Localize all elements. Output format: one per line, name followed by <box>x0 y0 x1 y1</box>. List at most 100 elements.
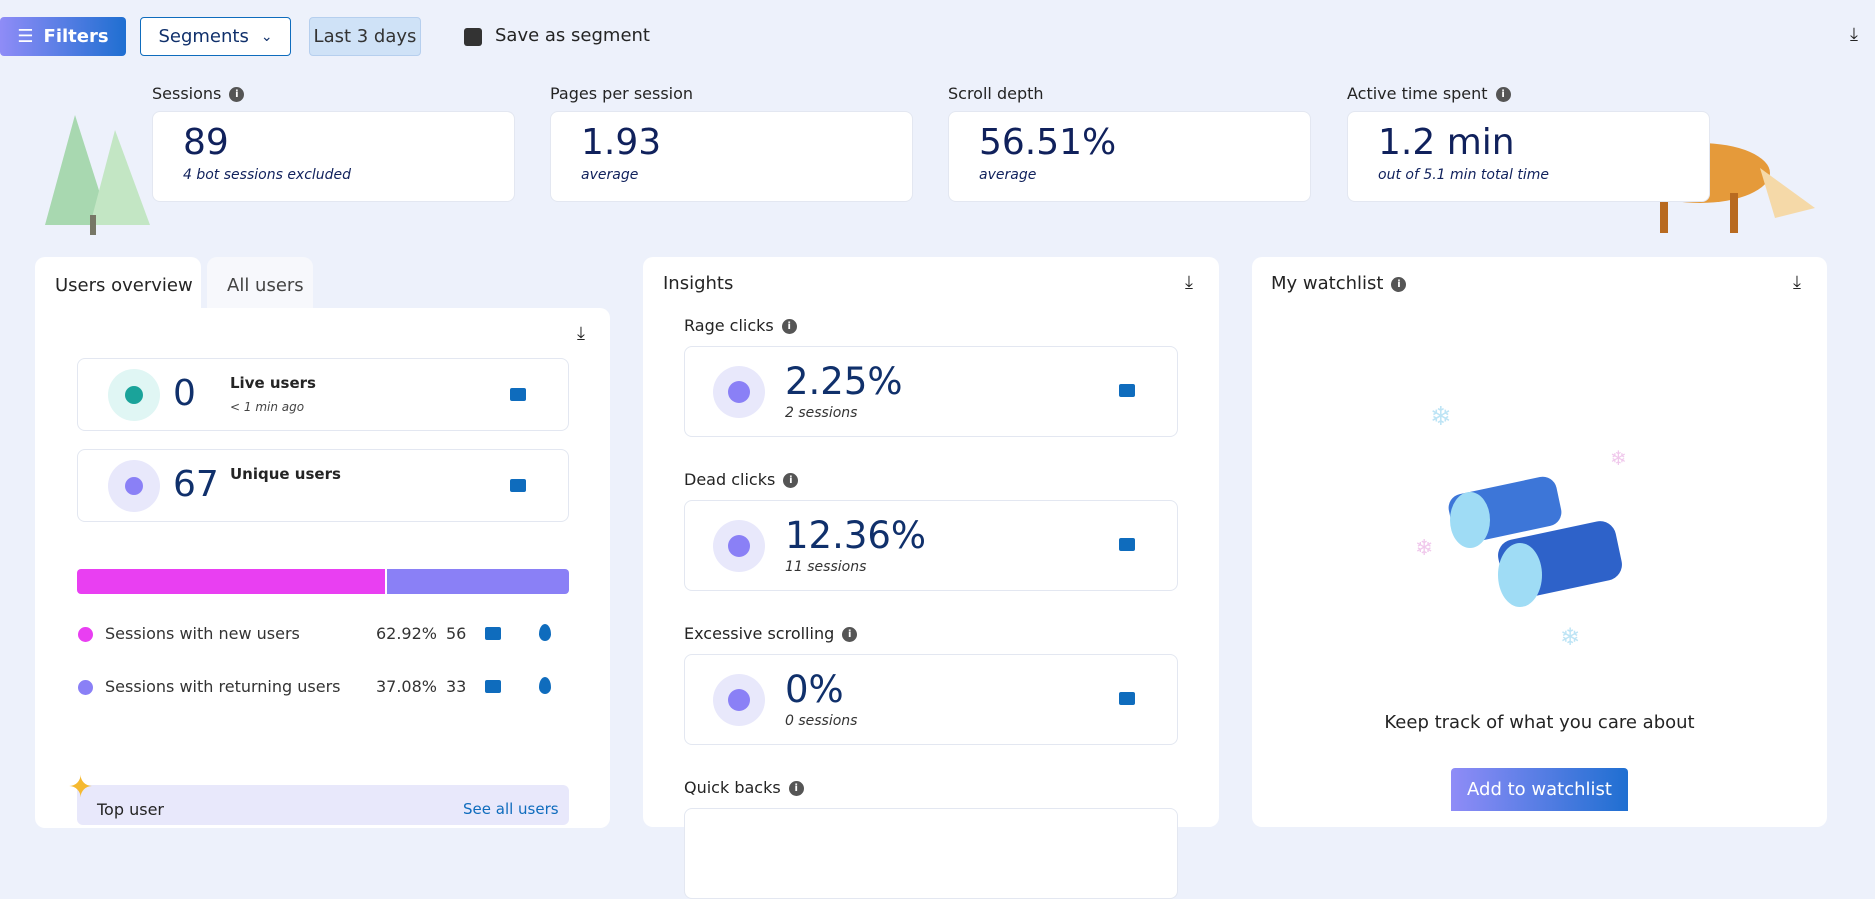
insight-icon <box>713 674 765 726</box>
camera-icon[interactable] <box>485 680 501 693</box>
filters-label: Filters <box>43 26 109 47</box>
camera-icon[interactable] <box>485 627 501 640</box>
insight-value: 0% <box>785 668 844 711</box>
download-icon[interactable]: ⤓ <box>1850 24 1858 45</box>
user-label: Unique users <box>230 465 341 483</box>
chevron: ⌄ <box>260 28 273 45</box>
metric-label: Scroll depth <box>948 84 1044 103</box>
filter-icon: ☰ <box>17 26 34 47</box>
split-count: 56 <box>446 624 467 643</box>
page: ☰ Filters Segments ⌄ Last 3 days Save as s… <box>0 17 1858 899</box>
insight-icon <box>713 366 765 418</box>
split-count: 33 <box>446 677 467 696</box>
metric-card <box>948 111 1311 202</box>
svg-text:❄: ❄ <box>1415 536 1433 561</box>
watchlist-message: Keep track of what you care about <box>1384 712 1695 733</box>
insight-icon <box>713 520 765 572</box>
legend-dot <box>78 680 93 695</box>
metric-label: Active time spent i <box>1347 84 1511 103</box>
download-icon[interactable]: ⤓ <box>1793 272 1801 293</box>
segments-button[interactable]: Segments ⌄ <box>140 17 291 56</box>
tab[interactable]: All users <box>207 257 313 308</box>
info-icon[interactable]: i <box>229 87 245 102</box>
metric-label-text: Sessions <box>152 84 222 103</box>
svg-text:❄: ❄ <box>1430 405 1452 432</box>
top-user-label: Top user <box>97 800 164 819</box>
camera-icon[interactable] <box>1119 692 1135 705</box>
date-range-button[interactable]: Last 3 days <box>309 17 421 56</box>
info-icon[interactable]: i <box>781 319 797 334</box>
sparkle: ✦ <box>68 770 94 805</box>
insight-label-text: Excessive scrolling <box>684 624 835 643</box>
camera-icon[interactable] <box>510 479 526 492</box>
metric-note: 4 bot sessions excluded <box>183 167 352 183</box>
filters-button[interactable]: ☰ Filters <box>0 17 126 56</box>
insight-card <box>684 500 1178 591</box>
info-icon[interactable]: i <box>842 627 858 642</box>
user-icon <box>108 369 160 421</box>
svg-text:❄: ❄ <box>1560 623 1580 651</box>
insight-note: 0 sessions <box>785 713 858 729</box>
info-icon[interactable]: i <box>1495 87 1511 102</box>
user-label: Live users <box>230 374 316 392</box>
insight-note: 11 sessions <box>785 559 867 575</box>
metric-value: 56.51% <box>979 122 1117 163</box>
split-label: Sessions with new users <box>105 624 300 643</box>
metric-card <box>1347 111 1710 202</box>
svg-text:❄: ❄ <box>1610 446 1627 470</box>
insight-label: Quick backs i <box>684 778 804 797</box>
insight-label: Excessive scrolling i <box>684 624 858 643</box>
metric-value: 1.2 min <box>1378 122 1515 163</box>
save-segment[interactable]: Save as segment <box>495 25 650 46</box>
metric-label-text: Active time spent <box>1347 84 1488 103</box>
info-icon[interactable]: i <box>783 473 799 488</box>
insight-value: 2.25% <box>785 360 903 403</box>
camera-icon[interactable] <box>1119 538 1135 551</box>
info-icon[interactable]: i <box>788 781 804 796</box>
legend-dot <box>78 627 93 642</box>
add-watchlist-button[interactable]: Add to watchlist <box>1451 768 1628 811</box>
metric-note: average <box>979 167 1037 183</box>
metric-value: 89 <box>183 122 229 163</box>
insight-note: 2 sessions <box>785 405 858 421</box>
insight-card <box>684 808 1178 899</box>
insight-card <box>684 654 1178 745</box>
tab-active[interactable]: Users overview <box>35 257 201 317</box>
download-icon[interactable]: ⤓ <box>1185 272 1193 293</box>
user-note: < 1 min ago <box>230 400 305 414</box>
split-segment <box>386 569 569 594</box>
insight-label: Rage clicks i <box>684 316 797 335</box>
insight-card <box>684 346 1178 437</box>
metric-note: average <box>581 167 639 183</box>
split-label: Sessions with returning users <box>105 677 341 696</box>
binoculars-illustration: ❄ ❄ ❄ ❄ <box>1415 405 1627 651</box>
heatmap-icon[interactable] <box>539 624 551 641</box>
split-segment <box>77 569 385 594</box>
info-icon[interactable]: i <box>1391 276 1407 292</box>
heatmap-icon[interactable] <box>539 677 551 694</box>
watchlist-title: My watchlist i <box>1271 273 1407 294</box>
user-value: 0 <box>173 373 196 414</box>
tree-illustration <box>45 115 150 235</box>
insight-value: 12.36% <box>785 514 927 557</box>
metric-note: out of 5.1 min total time <box>1378 167 1549 183</box>
insight-label: Dead clicks i <box>684 470 799 489</box>
camera-icon[interactable] <box>1119 384 1135 397</box>
split-percent: 37.08% <box>375 677 437 696</box>
metric-card <box>550 111 913 202</box>
insights-title: Insights <box>663 273 734 294</box>
user-value: 67 <box>173 464 219 505</box>
metric-card <box>152 111 515 202</box>
insight-label-text: Quick backs <box>684 778 781 797</box>
metric-label: Pages per session <box>550 84 693 103</box>
watchlist-title-text: My watchlist <box>1271 273 1384 294</box>
user-icon <box>108 460 160 512</box>
camera-icon[interactable] <box>510 388 526 401</box>
metric-label-text: Pages per session <box>550 84 694 103</box>
save-icon <box>464 28 482 46</box>
split-percent: 62.92% <box>375 624 437 643</box>
download-icon[interactable]: ⤓ <box>577 323 585 344</box>
insight-label-text: Dead clicks <box>684 470 776 489</box>
see-all-link[interactable]: See all users <box>463 800 559 818</box>
insight-label-text: Rage clicks <box>684 316 774 335</box>
